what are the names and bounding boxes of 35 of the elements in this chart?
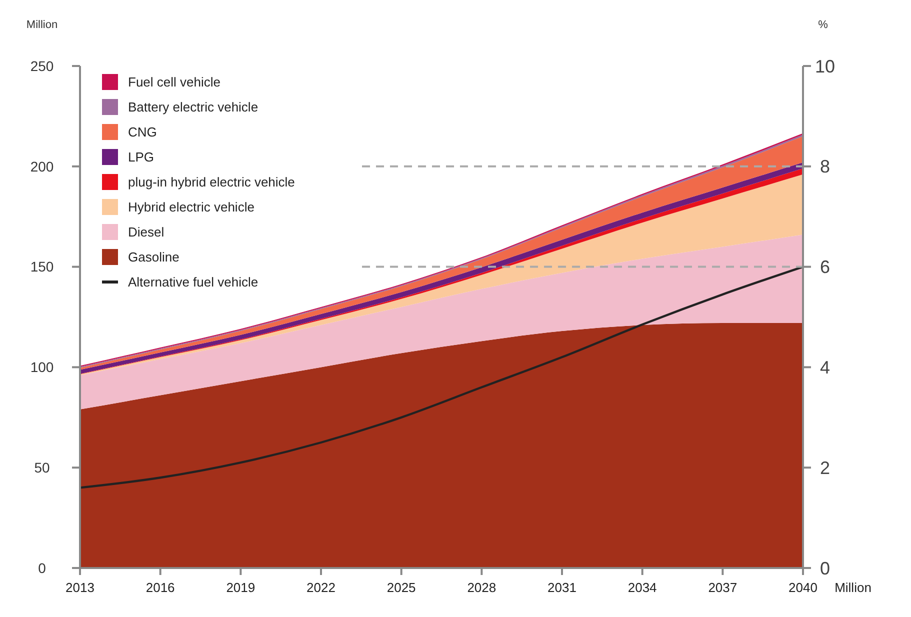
legend-label: Fuel cell vehicle: [128, 74, 220, 90]
line-series: [78, 266, 804, 489]
y2-tick-label: 0: [820, 558, 830, 578]
y-tick-label: 250: [30, 58, 54, 74]
y2-tick-label: 10: [814, 56, 836, 76]
x-tick-label: 2040: [788, 580, 818, 595]
legend-label: Hybrid electric vehicle: [128, 200, 254, 215]
x-tick-label: 2031: [548, 580, 576, 595]
x-tick-label: 2034: [628, 580, 657, 595]
x-tick-label: 2019: [226, 580, 256, 595]
x-tick-label: 2037: [708, 580, 738, 595]
y-axis-title: Million: [26, 19, 58, 31]
legend-label: Gasoline: [128, 250, 180, 265]
y2-tick-label: 6: [820, 257, 830, 278]
legend-label: CNG: [128, 124, 157, 140]
y-tick-label: 200: [30, 158, 54, 174]
x-axis-title: Million: [834, 580, 872, 595]
legend-label: Alternative fuel vehicle: [128, 274, 258, 290]
legend-label: LPG: [128, 150, 154, 165]
y2-tick-label: 8: [820, 156, 830, 177]
y2-axis-title: %: [818, 19, 828, 31]
legend-label: Diesel: [128, 224, 164, 240]
x-tick-label: 2022: [306, 580, 336, 595]
y-tick-label: 50: [34, 460, 50, 476]
legend-label: Battery electric vehicle: [128, 100, 258, 115]
x-tick-label: 2016: [146, 580, 175, 595]
y-tick-label: 0: [38, 560, 46, 576]
y2-tick-label: 2: [820, 458, 830, 478]
x-tick-label: 2013: [66, 580, 94, 595]
x-tick-label: 2028: [467, 580, 496, 595]
y-tick-label: 150: [30, 258, 54, 275]
y-tick-label: 100: [30, 359, 54, 376]
x-tick-label: 2025: [386, 580, 416, 595]
legend-label: plug-in hybrid electric vehicle: [128, 174, 295, 190]
y2-tick-label: 4: [820, 358, 830, 378]
